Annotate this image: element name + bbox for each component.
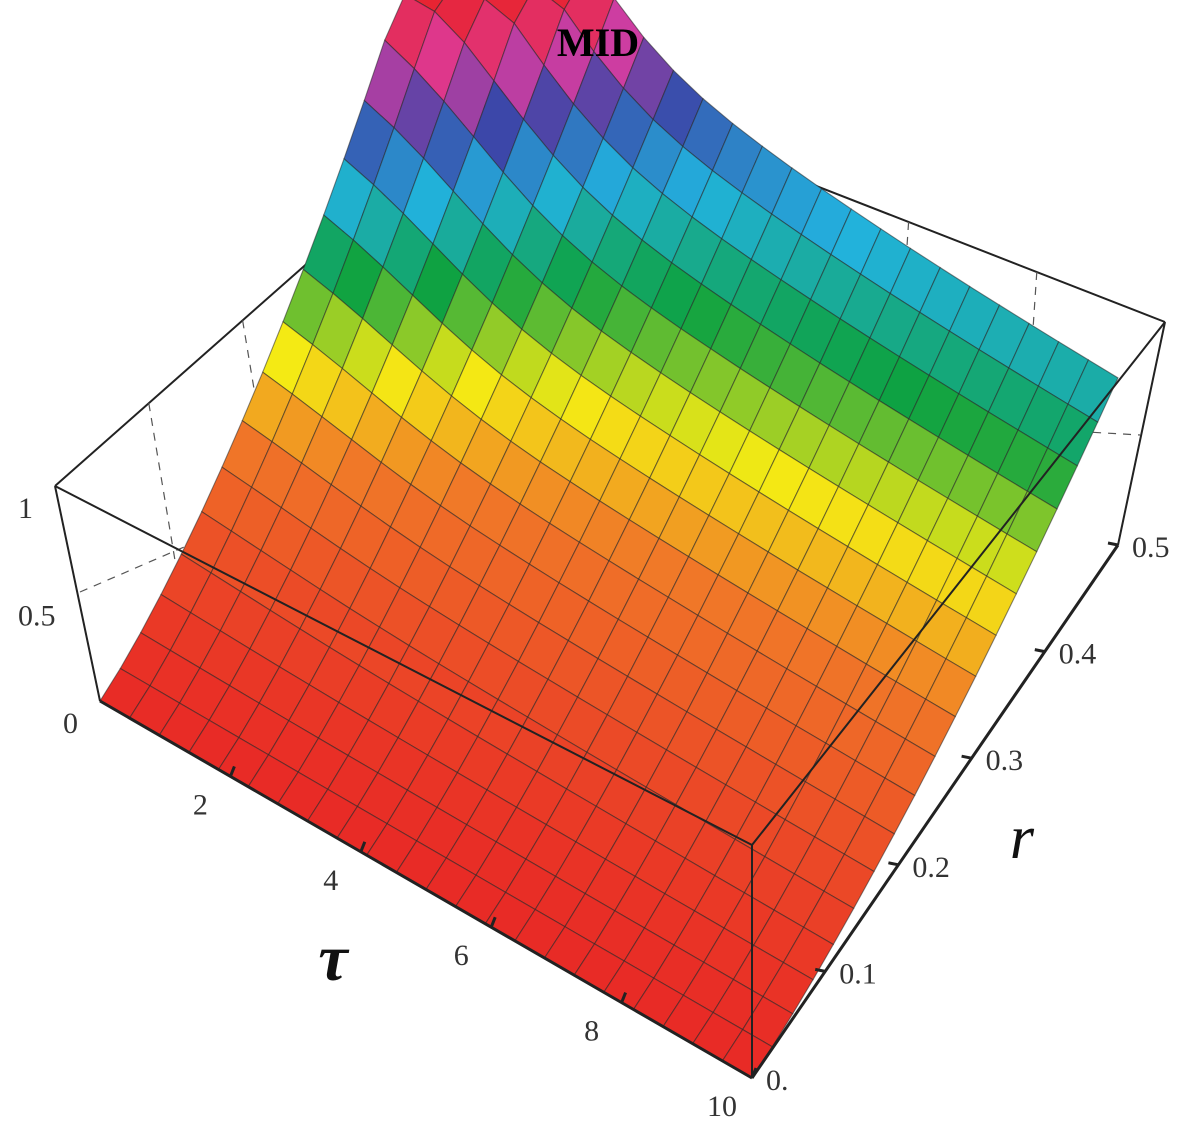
x-axis-label: τ [318,922,349,995]
y-tick-mark [814,967,826,973]
x-tick-mark [750,1067,758,1079]
y-tick-label: 0.5 [1132,531,1170,564]
tick-labels: 2 4 6 8 10 0. 0.1 0.2 0.3 0.4 0.5 0 0.5 1 [18,492,1170,1123]
x-tick-label: 6 [454,939,469,972]
box-edge-left-vertical [54,485,101,702]
y-tick-mark [961,754,972,760]
z-tick-label: 0 [63,707,78,740]
x-tick-mark [229,765,236,777]
x-tick-label: 4 [323,864,338,897]
box-edge-front-right [750,544,1120,1079]
surface-mesh [99,0,1119,1079]
box-edge-top-front [54,485,753,846]
z-tick-label: 0.5 [18,600,56,633]
box-edge-right-vertical [1117,321,1166,546]
y-tick-label: 0.1 [839,957,877,990]
front-box-edges [54,321,1166,1080]
back-wall-gridline [148,403,200,704]
x-tick-label: 8 [584,1015,599,1048]
y-tick-mark [1034,648,1046,654]
y-tick-mark [1107,541,1119,547]
y-tick-label: 0. [766,1064,789,1097]
y-tick-label: 0.4 [1059,638,1097,671]
x-tick-mark [489,916,497,928]
chart-title: MID [557,20,639,65]
y-tick-label: 0.3 [986,744,1024,777]
box-edge-front-left [99,699,753,1080]
x-tick-mark [359,841,367,853]
x-tick-mark [620,992,627,1004]
z-tick-label: 1 [18,492,33,525]
y-tick-label: 0.2 [912,851,950,884]
box-edge-top-right [751,321,1166,846]
x-tick-label: 10 [707,1090,737,1123]
x-tick-label: 2 [193,788,208,821]
y-tick-mark [888,861,899,867]
y-axis-label: r [1010,804,1035,872]
